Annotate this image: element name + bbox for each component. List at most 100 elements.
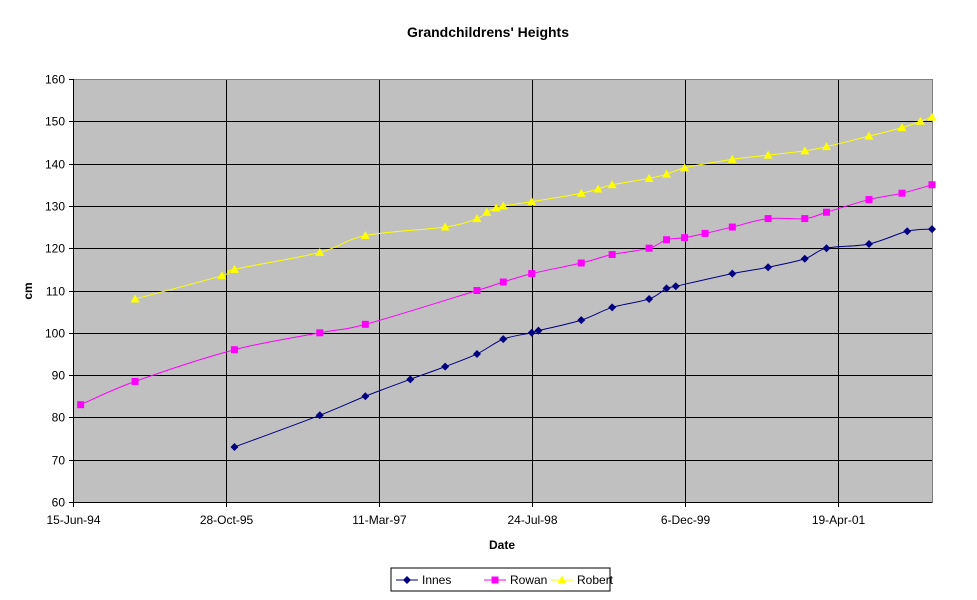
- data-point-robert: [897, 123, 907, 132]
- data-point-innes: [608, 303, 617, 312]
- y-tick-label: 100: [45, 327, 65, 341]
- data-point-innes: [230, 443, 239, 452]
- legend-marker-rowan: [491, 576, 499, 584]
- series-robert: [130, 112, 937, 303]
- data-point-robert: [440, 222, 450, 231]
- data-point-robert: [482, 207, 492, 216]
- data-point-robert: [915, 116, 925, 125]
- data-point-rowan: [801, 215, 809, 223]
- data-point-innes: [534, 326, 543, 335]
- data-point-innes: [764, 263, 773, 272]
- data-point-rowan: [701, 229, 709, 237]
- data-point-innes: [800, 254, 809, 263]
- y-tick-label: 110: [46, 285, 65, 299]
- data-point-innes: [928, 225, 936, 234]
- data-point-rowan: [131, 377, 139, 385]
- data-point-innes: [315, 411, 324, 420]
- data-point-robert: [607, 180, 617, 189]
- data-point-rowan: [230, 346, 238, 354]
- data-point-rowan: [663, 236, 671, 244]
- data-point-innes: [865, 239, 874, 248]
- data-point-innes: [441, 362, 450, 371]
- data-point-innes: [671, 282, 680, 291]
- data-point-robert: [644, 173, 654, 182]
- y-tick-label: 70: [52, 454, 66, 468]
- y-tick-label: 90: [52, 369, 66, 383]
- data-point-robert: [680, 163, 690, 172]
- x-tick-label: 19-Apr-01: [812, 513, 866, 527]
- y-tick-label: 160: [45, 73, 65, 87]
- data-point-rowan: [822, 208, 830, 216]
- data-point-robert: [727, 154, 737, 163]
- data-point-rowan: [645, 244, 653, 252]
- data-point-rowan: [528, 270, 536, 278]
- data-point-innes: [406, 375, 415, 384]
- x-tick-label: 6-Dec-99: [661, 513, 711, 527]
- data-point-robert: [662, 169, 672, 178]
- axes: 60 70 80 90 100 110 120 130 140 150 160 15-Jun-94 28…: [45, 73, 933, 527]
- data-point-innes: [361, 392, 370, 401]
- y-tick-label: 120: [45, 242, 65, 256]
- data-point-robert: [472, 214, 482, 223]
- data-point-rowan: [608, 251, 616, 259]
- data-point-innes: [577, 316, 586, 325]
- y-tick-label: 60: [52, 496, 66, 510]
- data-point-robert: [229, 264, 239, 273]
- data-point-innes: [822, 244, 831, 253]
- data-point-innes: [903, 227, 912, 236]
- legend-marker-innes: [403, 576, 411, 584]
- y-axis-label: cm: [21, 282, 35, 299]
- legend-label-rowan: Rowan: [510, 573, 547, 587]
- data-point-rowan: [473, 287, 481, 294]
- data-point-robert: [498, 201, 508, 210]
- data-point-robert: [927, 112, 937, 121]
- data-point-rowan: [928, 181, 936, 189]
- data-point-robert: [527, 197, 537, 206]
- data-point-robert: [576, 188, 586, 197]
- data-point-robert: [821, 142, 831, 151]
- data-point-robert: [864, 131, 874, 140]
- legend-label-robert: Robert: [577, 573, 614, 587]
- data-point-rowan: [898, 189, 906, 197]
- data-point-rowan: [77, 401, 85, 409]
- x-tick-label: 15-Jun-94: [46, 513, 100, 527]
- data-point-innes: [728, 269, 737, 278]
- data-point-innes: [499, 335, 508, 344]
- data-point-robert: [593, 184, 603, 193]
- legend: Innes Rowan Robert: [390, 567, 614, 592]
- data-point-robert: [491, 203, 501, 212]
- data-point-rowan: [764, 215, 772, 223]
- chart-title: Grandchildrens' Heights: [407, 24, 569, 40]
- legend-marker-robert: [557, 575, 567, 584]
- data-point-robert: [217, 271, 227, 280]
- data-point-rowan: [361, 320, 369, 328]
- x-tick-label: 28-Oct-95: [200, 513, 254, 527]
- data-point-robert: [130, 294, 140, 303]
- series-rowan: [77, 181, 936, 409]
- x-axis-label: Date: [489, 538, 515, 552]
- data-point-innes: [527, 328, 536, 337]
- data-point-rowan: [316, 329, 324, 337]
- y-tick-label: 80: [52, 411, 66, 425]
- grid-lines: [73, 79, 932, 502]
- data-point-rowan: [577, 259, 585, 267]
- data-point-robert: [763, 150, 773, 159]
- data-point-innes: [472, 349, 481, 358]
- y-tick-label: 130: [45, 200, 65, 214]
- data-point-innes: [662, 284, 671, 293]
- data-point-robert: [360, 231, 370, 240]
- data-point-rowan: [681, 234, 689, 242]
- plot-area: [73, 79, 932, 502]
- y-tick-label: 150: [45, 115, 65, 129]
- legend-label-innes: Innes: [422, 573, 451, 587]
- x-tick-label: 11-Mar-97: [352, 513, 407, 527]
- x-tick-label: 24-Jul-98: [507, 513, 557, 527]
- series-layer: [77, 112, 937, 452]
- data-point-rowan: [499, 278, 507, 286]
- data-point-rowan: [728, 223, 736, 231]
- series-innes: [230, 225, 936, 452]
- data-point-innes: [645, 294, 654, 303]
- data-point-robert: [800, 146, 810, 155]
